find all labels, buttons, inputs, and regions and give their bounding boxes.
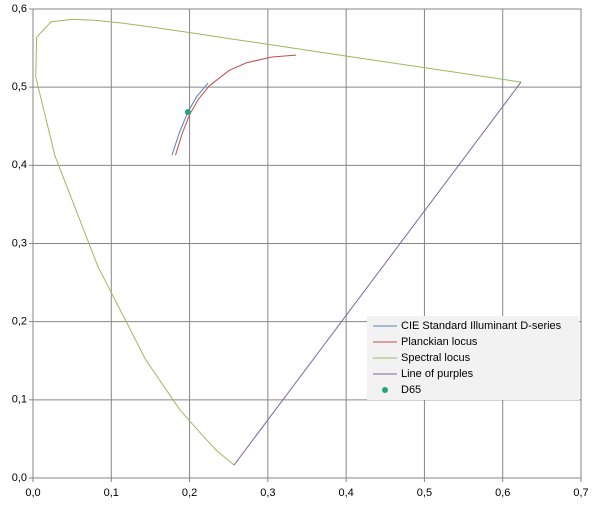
- x-tick-label: 0,7: [573, 487, 588, 499]
- legend-label: D65: [401, 384, 421, 396]
- legend-label: Spectral locus: [401, 352, 471, 364]
- series-line: [233, 81, 522, 466]
- y-tick-label: 0,1: [12, 394, 27, 406]
- series-line: [35, 18, 522, 466]
- y-tick-label: 0,5: [12, 81, 27, 93]
- y-tick-label: 0,4: [12, 159, 27, 171]
- y-tick-label: 0,6: [12, 3, 27, 15]
- x-tick-label: 0,6: [495, 487, 510, 499]
- data-point: [184, 108, 191, 115]
- legend-marker: [382, 387, 388, 393]
- legend-label: CIE Standard Illuminant D-series: [401, 320, 562, 332]
- y-tick-label: 0,2: [12, 316, 27, 328]
- x-tick-label: 0,3: [260, 487, 275, 499]
- y-tick-label: 0,0: [12, 472, 27, 484]
- x-tick-label: 0,0: [25, 487, 40, 499]
- x-tick-label: 0,5: [417, 487, 432, 499]
- y-tick-label: 0,3: [12, 237, 27, 249]
- series-line: [175, 54, 297, 156]
- legend-label: Line of purples: [401, 368, 474, 380]
- legend-box: [367, 316, 579, 400]
- x-tick-label: 0,4: [338, 487, 353, 499]
- x-tick-label: 0,1: [104, 487, 119, 499]
- x-tick-label: 0,2: [182, 487, 197, 499]
- legend-label: Planckian locus: [401, 336, 478, 348]
